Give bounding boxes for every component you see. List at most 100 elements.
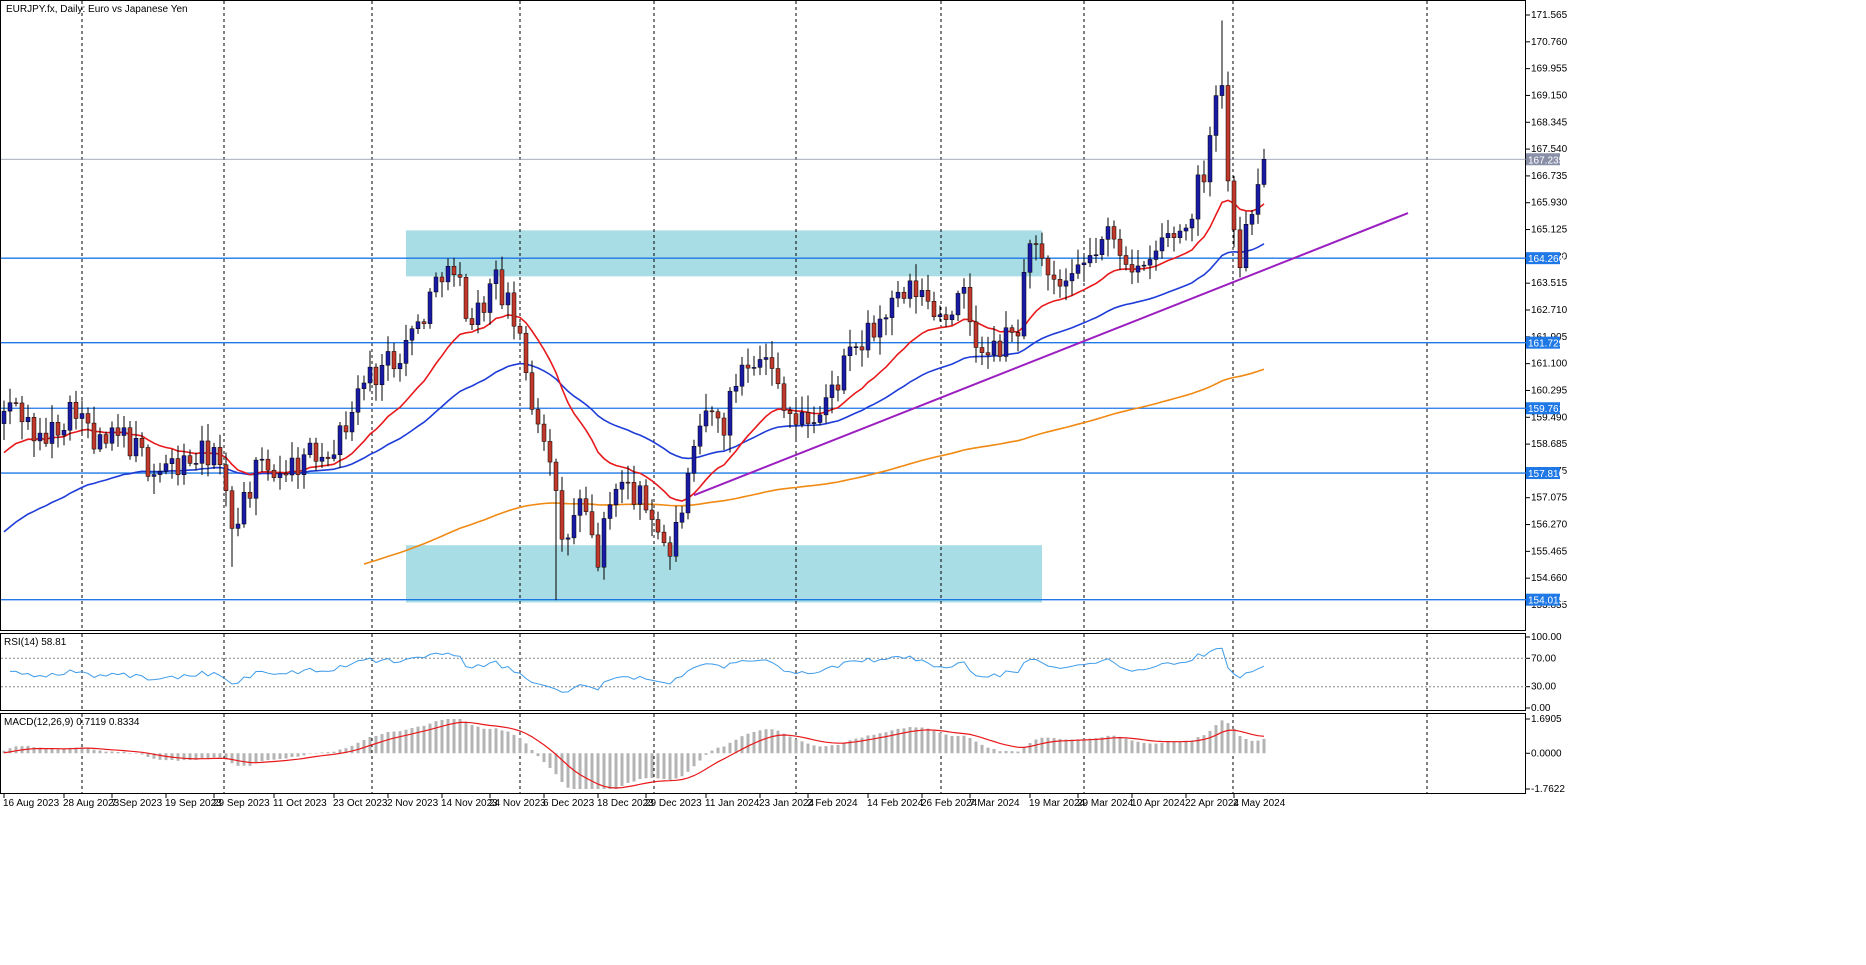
macd-bar <box>200 753 204 759</box>
macd-bar <box>674 753 678 779</box>
macd-bar <box>182 753 186 761</box>
macd-bar <box>212 753 216 758</box>
macd-bar <box>122 751 126 754</box>
macd-bar <box>110 751 114 754</box>
candle-body <box>193 463 199 465</box>
macd-bar <box>1190 740 1194 754</box>
candle-body <box>1135 265 1141 273</box>
macd-bar <box>386 731 390 754</box>
candle-body <box>463 277 469 319</box>
macd-bar <box>560 753 564 782</box>
macd-bar <box>794 739 798 754</box>
candle-body <box>691 445 697 474</box>
rsi-indicator <box>1 647 1526 693</box>
candle-body <box>703 410 709 427</box>
candle-body <box>1261 159 1267 185</box>
macd-bar <box>974 741 978 754</box>
price-tick-label: 165.930 <box>1531 198 1568 209</box>
candle-body <box>169 458 175 464</box>
time-tick-label: 19 Mar 2024 <box>1029 798 1086 809</box>
candle-body <box>493 269 499 284</box>
candle-body <box>79 413 85 419</box>
macd-bar <box>854 738 858 754</box>
macd-bar <box>848 740 852 754</box>
macd-tick-label: 1.6905 <box>1531 714 1562 725</box>
macd-bar <box>824 746 828 754</box>
macd-bar <box>986 747 990 754</box>
candle-body <box>1027 243 1033 273</box>
macd-bar <box>1178 741 1182 754</box>
macd-bar <box>146 753 150 757</box>
candle-body <box>25 417 31 423</box>
candle-body <box>601 518 607 568</box>
macd-bar <box>380 734 384 754</box>
macd-bar <box>1208 730 1212 754</box>
candle-body <box>1141 264 1147 267</box>
macd-bar <box>920 727 924 754</box>
macd-panel[interactable] <box>0 713 1526 794</box>
macd-bar <box>92 749 96 754</box>
candle-body <box>451 266 457 275</box>
macd-bar <box>266 753 270 761</box>
macd-bar <box>836 744 840 754</box>
macd-bar <box>512 734 516 754</box>
macd-bar <box>1166 742 1170 754</box>
candle-body <box>61 430 67 436</box>
price-tick-label: 167.540 <box>1531 144 1568 155</box>
candle-body <box>343 425 349 433</box>
candle-body <box>91 422 97 450</box>
candle-body <box>865 322 871 351</box>
candle-body <box>1099 239 1105 255</box>
macd-bar <box>404 729 408 754</box>
macd-bar <box>626 753 630 783</box>
macd-bar <box>908 727 912 754</box>
macd-bar <box>272 753 276 760</box>
macd-bar <box>1016 751 1020 754</box>
macd-bar <box>416 726 420 754</box>
macd-bar <box>260 753 264 762</box>
candle-body <box>1057 279 1063 287</box>
rsi-panel[interactable] <box>0 633 1526 711</box>
macd-bar <box>1040 737 1044 754</box>
macd-tick-label: -1.7622 <box>1531 784 1565 795</box>
candle-body <box>223 464 229 491</box>
macd-signal-line <box>3 721 1265 789</box>
time-tick-label: 2 Nov 2023 <box>387 798 439 809</box>
macd-bar <box>68 747 72 754</box>
macd-bar <box>248 753 252 766</box>
candle-body <box>637 485 643 505</box>
candle-body <box>1237 229 1243 269</box>
macd-bar <box>1082 739 1086 754</box>
candle-body <box>13 402 19 404</box>
macd-bar <box>1094 738 1098 754</box>
macd-bar <box>764 729 768 754</box>
candle-body <box>217 447 223 466</box>
candle-body <box>709 410 715 413</box>
time-tick-label: 11 Jan 2024 <box>705 798 760 809</box>
candle-body <box>199 440 205 464</box>
macd-bar <box>326 752 330 754</box>
rsi-tick-label: 0.00 <box>1531 703 1551 714</box>
price-label-text: 157.816 <box>1528 469 1565 480</box>
macd-bar <box>686 753 690 772</box>
price-label-box <box>1526 336 1560 349</box>
macd-bar <box>1058 738 1062 754</box>
macd-bar <box>158 753 162 760</box>
macd-bar <box>746 733 750 754</box>
macd-bar <box>644 753 648 779</box>
macd-bar <box>278 753 282 759</box>
candle-body <box>109 427 115 444</box>
macd-bar <box>140 753 144 755</box>
candle-body <box>1087 255 1093 264</box>
macd-bar <box>980 744 984 754</box>
candle-body <box>997 340 1003 357</box>
time-tick-label: 16 Aug 2023 <box>3 798 60 809</box>
price-label-box <box>1526 402 1560 415</box>
macd-bar <box>1232 728 1236 754</box>
main-panel[interactable] <box>0 0 1526 631</box>
candle-body <box>1009 327 1015 333</box>
macd-bar <box>866 735 870 754</box>
candle-body <box>595 534 601 568</box>
candle-body <box>1039 243 1045 259</box>
